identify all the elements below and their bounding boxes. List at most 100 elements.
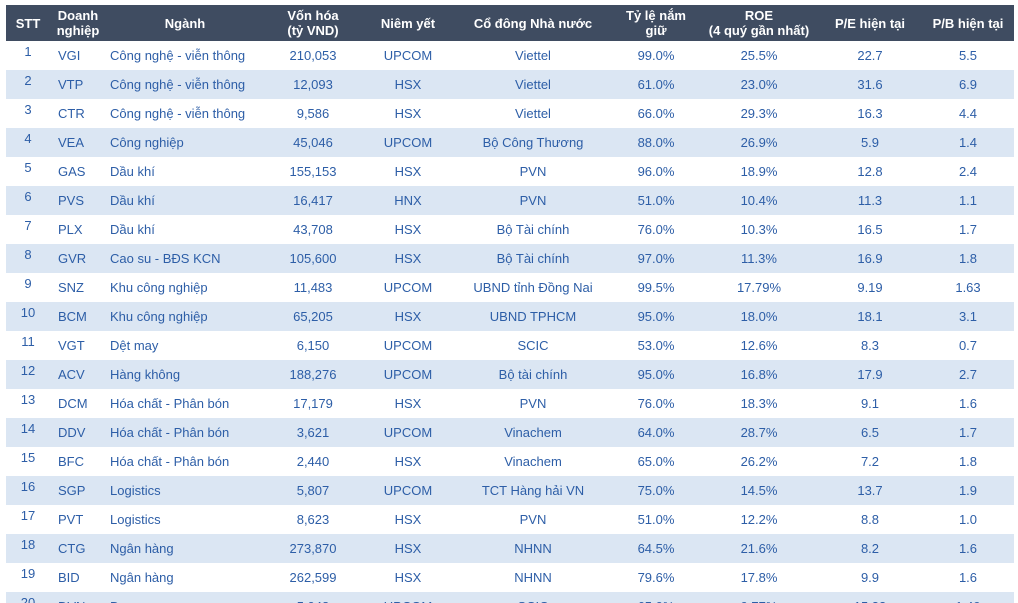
cell-state: Bộ tài chính xyxy=(454,360,612,389)
cell-roe: 17.79% xyxy=(736,280,782,295)
cell-pb: 1.6 xyxy=(922,534,1014,563)
column-header-ticker: Doanh nghiệp xyxy=(50,5,106,41)
cell-state: Bộ Tài chính xyxy=(454,244,612,273)
cell-industry: Hóa chất - Phân bón xyxy=(110,396,230,411)
cell-ticker: DVN xyxy=(50,592,106,603)
cell-pb: 1.6 xyxy=(958,570,978,585)
cell-industry: Dầu khí xyxy=(106,186,264,215)
cell-ownership: 51.0% xyxy=(612,186,700,215)
cell-roe: 18.0% xyxy=(700,302,818,331)
cell-pe: 12.8 xyxy=(857,164,883,179)
cell-state: Vinachem xyxy=(454,418,612,447)
cell-exchange: UPCOM xyxy=(362,128,454,157)
cell-ticker: PVS xyxy=(50,186,106,215)
cell-pb: 1.63 xyxy=(955,280,981,295)
cell-market_cap: 65,205 xyxy=(264,302,362,331)
cell-pe: 9.19 xyxy=(857,280,883,295)
cell-market_cap: 45,046 xyxy=(264,128,362,157)
cell-ownership: 99.5% xyxy=(637,280,675,295)
cell-stt: 17 xyxy=(20,508,36,523)
cell-ticker: DCM xyxy=(58,396,88,411)
cell-market_cap: 9,586 xyxy=(296,106,330,121)
cell-pb: 1.0 xyxy=(958,512,978,527)
table-row: 7 PLX Dầu khí 43,708 HSX Bộ Tài chính 76.0% 10.… xyxy=(6,215,1014,244)
table-row: 20DVNDược5,048UPCOMSCIC65.0%9.77%15.331.… xyxy=(6,592,1014,603)
cell-exchange: HSX xyxy=(362,302,454,331)
cell-stt: 8 xyxy=(6,244,50,273)
table-row: 1 VGI Công nghệ - viễn thông 210,053 UPCOM Vi… xyxy=(6,41,1014,70)
cell-ticker: ACV xyxy=(50,360,106,389)
cell-roe: 12.6% xyxy=(740,338,778,353)
cell-roe: 9.77% xyxy=(700,592,818,603)
cell-state: Viettel xyxy=(515,106,551,121)
table-row: 2 VTP Công nghệ - viễn thông 12,093 HSX Viett… xyxy=(6,70,1014,99)
cell-pe: 11.3 xyxy=(818,186,922,215)
cell-industry: Công nghệ - viễn thông xyxy=(110,106,246,121)
cell-ticker: SGP xyxy=(50,476,106,505)
cell-exchange: HSX xyxy=(394,570,422,585)
cell-exchange: HSX xyxy=(394,396,422,411)
cell-pb: 1.49 xyxy=(922,592,1014,603)
cell-pe: 16.9 xyxy=(818,244,922,273)
cell-stt: 2 xyxy=(6,70,50,99)
table-header: STT Doanh nghiệp Ngành Vốn hóa (tỷ VND) Niêm… xyxy=(6,5,1014,41)
table-row: 15 BFC Hóa chất - Phân bón 2,440 HSX Vinachem… xyxy=(6,447,1014,476)
cell-roe: 18.3% xyxy=(740,396,778,411)
cell-roe: 18.9% xyxy=(740,164,778,179)
cell-stt: 16 xyxy=(6,476,50,505)
cell-state: PVN xyxy=(519,396,547,411)
cell-pe: 31.6 xyxy=(818,70,922,99)
cell-industry: Dầu khí xyxy=(110,222,155,237)
cell-pe: 18.1 xyxy=(818,302,922,331)
cell-exchange: UPCOM xyxy=(383,280,433,295)
cell-exchange: UPCOM xyxy=(362,360,454,389)
cell-roe: 26.9% xyxy=(700,128,818,157)
cell-ownership: 76.0% xyxy=(637,396,675,411)
column-header-market_cap: Vốn hóa (tỷ VND) xyxy=(264,5,362,41)
cell-roe: 21.6% xyxy=(700,534,818,563)
cell-state: PVN xyxy=(519,164,547,179)
cell-industry: Công nghệ - viễn thông xyxy=(110,48,246,63)
cell-market_cap: 5,048 xyxy=(264,592,362,603)
cell-stt: 15 xyxy=(20,450,36,465)
cell-stt: 18 xyxy=(6,534,50,563)
cell-stt: 14 xyxy=(6,418,50,447)
cell-state: UBND tỉnh Đồng Nai xyxy=(473,280,593,295)
cell-stt: 1 xyxy=(24,44,32,59)
cell-state: NHNN xyxy=(454,534,612,563)
table-row: 3 CTR Công nghệ - viễn thông 9,586 HSX Viette… xyxy=(6,99,1014,128)
cell-market_cap: 5,807 xyxy=(264,476,362,505)
cell-ticker: PLX xyxy=(58,222,83,237)
cell-roe: 16.8% xyxy=(700,360,818,389)
cell-ticker: BCM xyxy=(50,302,106,331)
cell-roe: 28.7% xyxy=(700,418,818,447)
cell-ticker: VGT xyxy=(58,338,85,353)
cell-industry: Dệt may xyxy=(110,338,159,353)
cell-ticker: CTG xyxy=(50,534,106,563)
cell-ticker: PVT xyxy=(58,512,84,527)
cell-state: Viettel xyxy=(515,48,551,63)
cell-stt: 12 xyxy=(6,360,50,389)
cell-industry: Ngân hàng xyxy=(106,534,264,563)
cell-roe: 23.0% xyxy=(700,70,818,99)
column-header-industry: Ngành xyxy=(106,5,264,41)
cell-industry: Hàng không xyxy=(106,360,264,389)
cell-roe: 17.8% xyxy=(740,570,778,585)
cell-exchange: HSX xyxy=(394,106,422,121)
cell-pe: 22.7 xyxy=(857,48,883,63)
cell-state: PVN xyxy=(519,512,547,527)
cell-exchange: UPCOM xyxy=(362,476,454,505)
cell-pb: 1.7 xyxy=(958,222,978,237)
cell-industry: Khu công nghiệp xyxy=(106,302,264,331)
cell-pb: 3.1 xyxy=(922,302,1014,331)
cell-ownership: 66.0% xyxy=(637,106,675,121)
column-header-stt: STT xyxy=(6,5,50,41)
cell-pe: 8.3 xyxy=(860,338,880,353)
cell-pe: 8.8 xyxy=(860,512,880,527)
cell-stt: 11 xyxy=(21,334,35,349)
cell-ticker: VTP xyxy=(50,70,106,99)
cell-state: Vinachem xyxy=(504,454,562,469)
cell-pe: 17.9 xyxy=(818,360,922,389)
cell-industry: Logistics xyxy=(110,512,161,527)
